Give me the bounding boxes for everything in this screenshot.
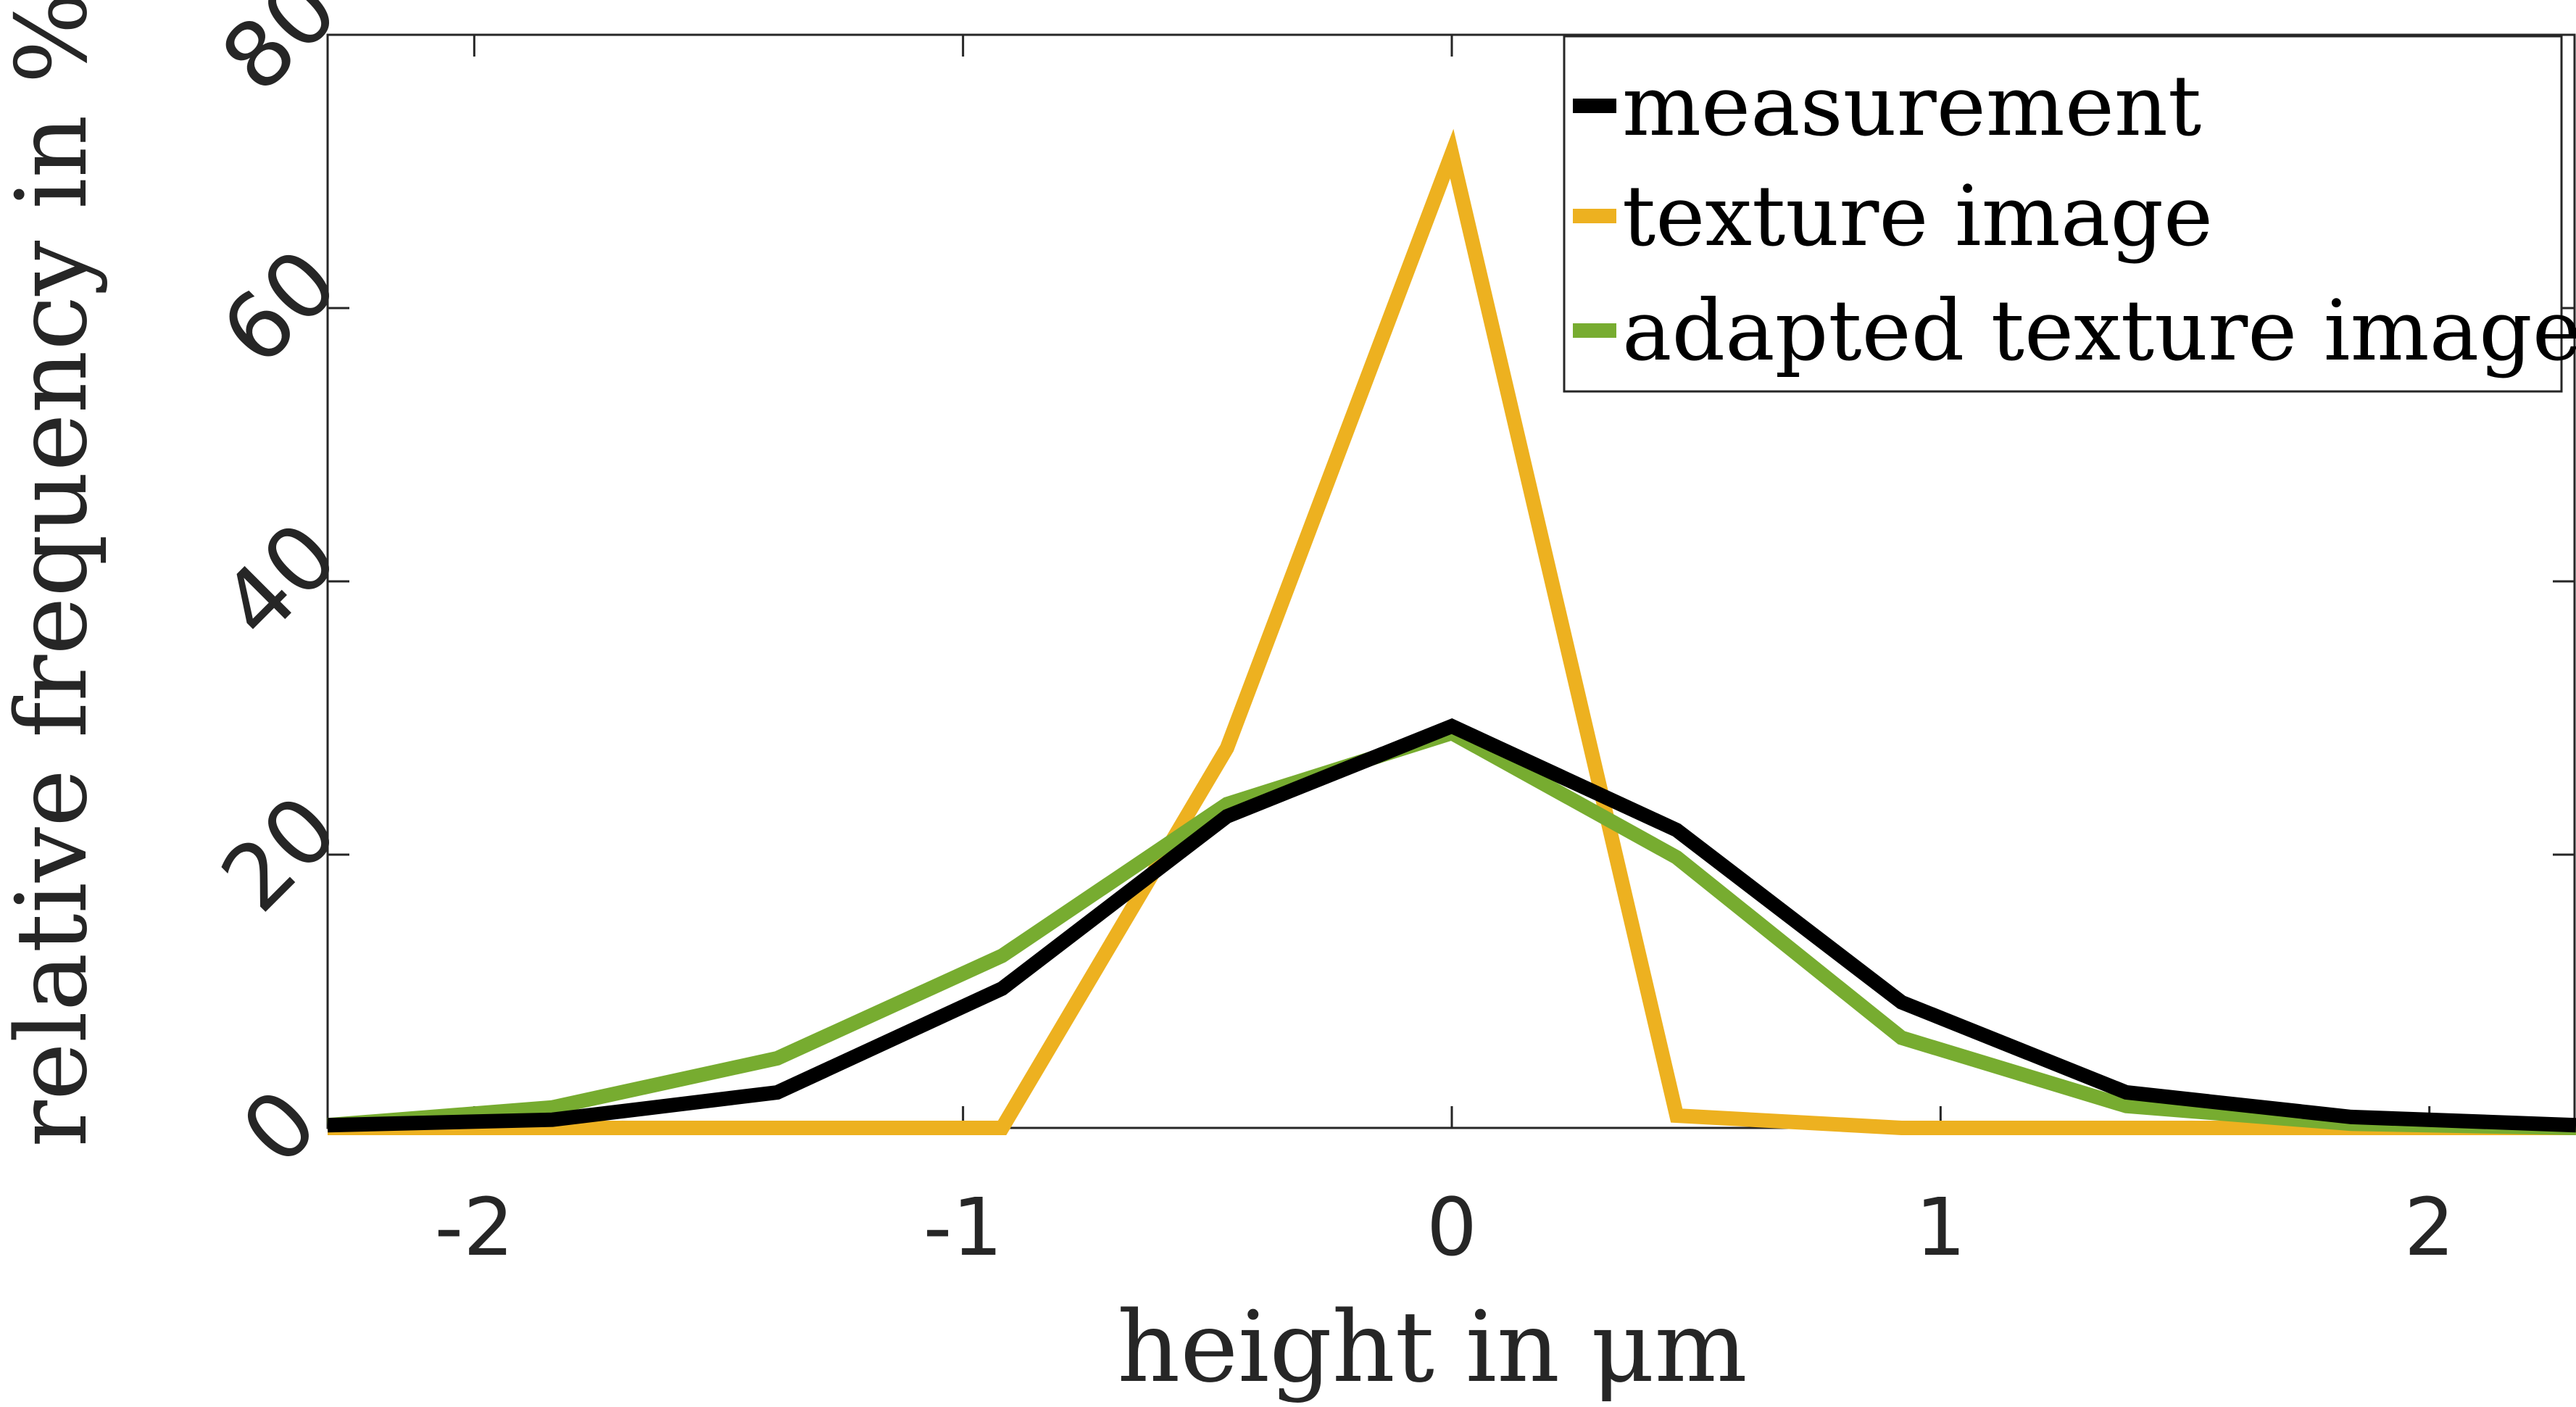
x-tick-label: 2	[2404, 1181, 2455, 1274]
legend-label-measurement: measurement	[1622, 58, 2201, 155]
x-tick-label: 0	[1426, 1181, 1477, 1274]
x-tick-label: -1	[923, 1181, 1003, 1274]
x-axis-label: height in μm	[1117, 1290, 1747, 1404]
x-tick-label: -2	[434, 1181, 514, 1274]
legend-box	[1563, 35, 2563, 393]
legend-label-texture-image: texture image	[1622, 168, 2213, 265]
legend-label-adapted-texture-image: adapted texture image	[1622, 283, 2576, 380]
series-line-texture-image	[328, 128, 2576, 1135]
x-tick-label: 1	[1915, 1181, 1966, 1274]
y-axis-label: relative frequency in %	[0, 0, 109, 1147]
series-line-measurement	[327, 718, 2576, 1133]
